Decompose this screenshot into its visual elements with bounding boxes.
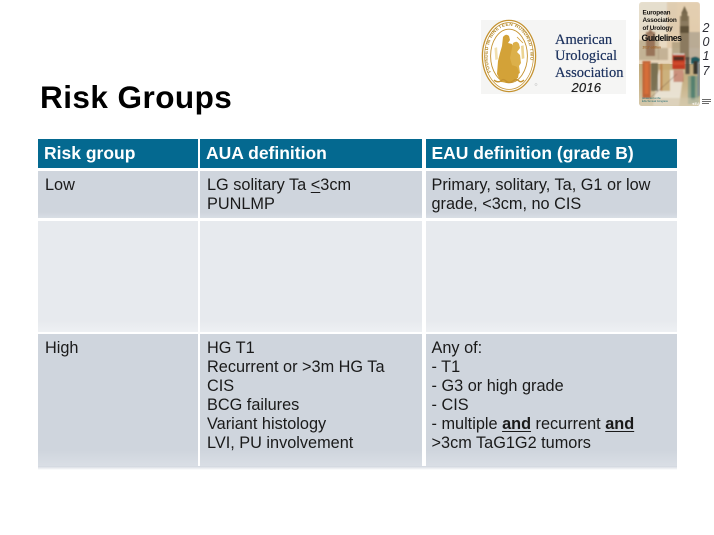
svg-text:presented at the: presented at the — [642, 96, 661, 100]
svg-text:European: European — [643, 10, 671, 17]
svg-text:of Urology: of Urology — [643, 25, 674, 32]
svg-text:EAU Annual Congress: EAU Annual Congress — [642, 99, 669, 103]
svg-text:Association: Association — [643, 17, 677, 24]
svg-text:2017 edition: 2017 edition — [643, 45, 661, 49]
svg-text:◄EAU: ◄EAU — [691, 101, 700, 106]
svg-text:Guidelines: Guidelines — [642, 33, 683, 43]
